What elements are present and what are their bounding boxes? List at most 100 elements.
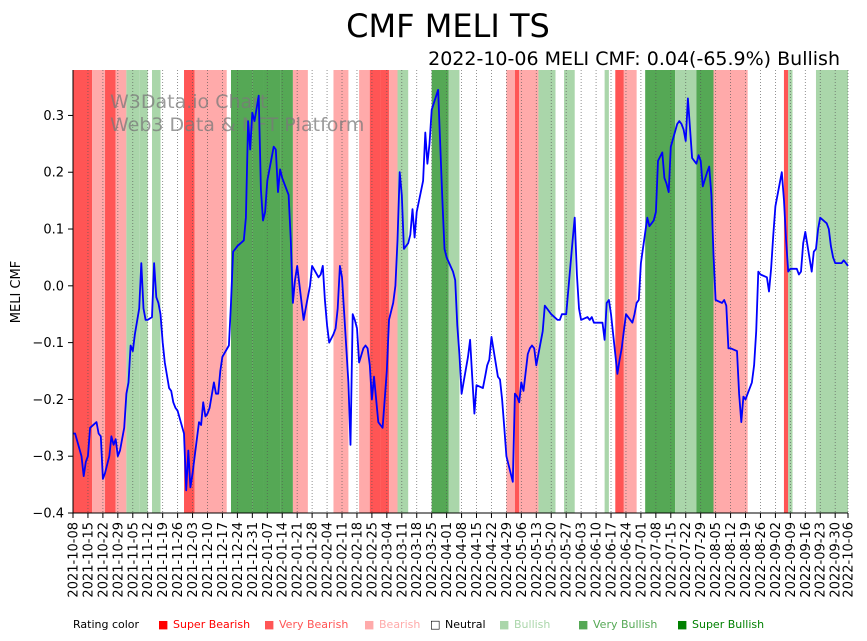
legend-label-bearish: Bearish (379, 618, 420, 631)
legend-marker-bullish: ■ (499, 618, 509, 631)
x-tick-label: 2022-08-05 (709, 522, 724, 598)
x-tick-label: 2022-07-08 (649, 522, 664, 598)
chart-title: CMF MELI TS (346, 7, 550, 45)
legend-label-super_bearish: Super Bearish (173, 618, 250, 631)
x-tick-label: 2022-02-25 (365, 522, 380, 598)
x-tick-label: 2022-06-10 (590, 522, 605, 598)
legend-label-neutral: Neutral (445, 618, 486, 631)
x-tick-label: 2022-06-24 (619, 522, 634, 598)
x-tick-label: 2022-04-01 (440, 522, 455, 598)
axes (72, 70, 848, 514)
x-tick-label: 2022-02-11 (336, 522, 351, 598)
rating-band-bullish (675, 70, 697, 513)
x-tick-label: 2021-10-15 (81, 522, 96, 598)
x-tick-label: 2022-09-02 (769, 522, 784, 598)
chart-subtitle: 2022-10-06 MELI CMF: 0.04(-65.9%) Bullis… (428, 48, 840, 70)
y-tick-label: −0.2 (32, 393, 64, 408)
legend-marker-very_bullish: ■ (578, 618, 588, 631)
rating-band-bullish (397, 70, 409, 513)
rating-band-very_bearish (514, 70, 520, 513)
y-tick-label: 0.0 (43, 279, 64, 294)
x-tick-label: 2022-07-01 (634, 522, 649, 598)
rating-band-very_bullish (263, 70, 281, 513)
rating-band-bearish (333, 70, 349, 513)
rating-bands (73, 70, 848, 513)
rating-band-very_bearish (615, 70, 624, 513)
rating-band-bearish (519, 70, 539, 513)
rating-band-bullish (604, 70, 609, 513)
x-tick-label: 2022-03-11 (395, 522, 410, 598)
x-tick-label: 2022-09-23 (814, 522, 829, 598)
x-tick-label: 2022-02-04 (321, 522, 336, 598)
y-tick-label: 0.1 (43, 223, 64, 238)
series-line-meli-cmf (73, 89, 849, 492)
y-tick-label: −0.4 (32, 507, 64, 522)
x-tick-label: 2022-09-30 (829, 522, 844, 598)
x-tick-label: 2022-08-19 (739, 522, 754, 598)
x-tick-label: 2021-12-31 (246, 522, 261, 598)
x-tick-label: 2021-10-29 (111, 522, 126, 598)
x-tick-label: 2022-02-18 (350, 522, 365, 598)
rating-band-very_bearish (105, 70, 116, 513)
rating-band-very_bearish (184, 70, 195, 513)
x-tick-label: 2022-01-28 (306, 522, 321, 598)
watermark-line-2: Web3 Data & NFT Platform (110, 114, 364, 136)
y-tick-label: 0.3 (43, 109, 64, 124)
y-tick-label: −0.3 (32, 450, 64, 465)
rating-band-bullish (815, 70, 848, 513)
x-tick-label: 2022-04-08 (455, 522, 470, 598)
rating-band-bullish (564, 70, 575, 513)
x-tick-label: 2021-11-19 (156, 522, 171, 598)
x-tick-label: 2022-05-06 (515, 522, 530, 598)
rating-band-bullish (788, 70, 793, 513)
rating-band-bearish (92, 70, 106, 513)
rating-band-very_bearish (783, 70, 789, 513)
x-tick-label: 2022-03-18 (410, 522, 425, 598)
rating-band-bearish (207, 70, 227, 513)
x-tick-label: 2022-06-17 (605, 522, 620, 598)
x-tick-label: 2021-11-26 (171, 522, 186, 598)
x-tick-label: 2021-12-24 (231, 522, 246, 598)
x-tick-label: 2021-12-17 (216, 522, 231, 598)
rating-band-bearish (623, 70, 637, 513)
rating-band-bullish (538, 70, 556, 513)
x-tick-label: 2022-07-15 (664, 522, 679, 598)
rating-band-bearish (359, 70, 370, 513)
rating-band-very_bearish (369, 70, 381, 513)
x-tick-label: 2021-11-05 (126, 522, 141, 598)
x-tick-label: 2022-05-20 (545, 522, 560, 598)
x-tick-label: 2021-11-12 (141, 522, 156, 598)
rating-band-bearish (506, 70, 515, 513)
rating-band-very_bullish (431, 70, 449, 513)
y-ticks: −0.4 −0.3 −0.2 −0.1 0.0 0.1 0.2 0.3 (32, 109, 73, 522)
x-tick-label: 2022-03-04 (380, 522, 395, 598)
x-tick-label: 2022-07-29 (694, 522, 709, 598)
x-tick-label: 2022-08-12 (724, 522, 739, 598)
rating-band-very_bearish (73, 70, 93, 513)
legend-marker-very_bearish: ■ (264, 618, 274, 631)
y-tick-label: 0.2 (43, 166, 64, 181)
x-tick-label: 2022-05-13 (530, 522, 545, 598)
rating-band-bullish (448, 70, 460, 513)
x-tick-label: 2022-10-06 (842, 522, 857, 598)
x-tick-label: 2022-04-15 (470, 522, 485, 598)
legend-title: Rating color (73, 618, 140, 631)
x-tick-label: 2021-12-03 (186, 522, 201, 598)
x-ticks: 2021-10-08 2021-10-15 2021-10-22 2021-10-29… (67, 513, 857, 598)
watermark-line-1: W3Data.io Chart (110, 91, 267, 113)
legend-marker-super_bearish: ■ (158, 618, 168, 631)
y-tick-label: −0.1 (32, 336, 64, 351)
rating-band-bearish (115, 70, 127, 513)
x-tick-label: 2022-01-14 (276, 522, 291, 598)
legend: Rating color ■ Super Bearish ■ Very Bearish… (73, 618, 764, 631)
legend-label-bullish: Bullish (514, 618, 550, 631)
x-tick-label: 2022-04-22 (485, 522, 500, 598)
rating-band-very_bearish (380, 70, 389, 513)
x-tick-label: 2022-08-26 (754, 522, 769, 598)
x-tick-label: 2022-03-25 (425, 522, 440, 598)
x-tick-label: 2022-05-27 (560, 522, 575, 598)
y-axis-label: MELI CMF (9, 261, 24, 323)
legend-label-very_bearish: Very Bearish (279, 618, 348, 631)
legend-label-super_bullish: Super Bullish (692, 618, 764, 631)
